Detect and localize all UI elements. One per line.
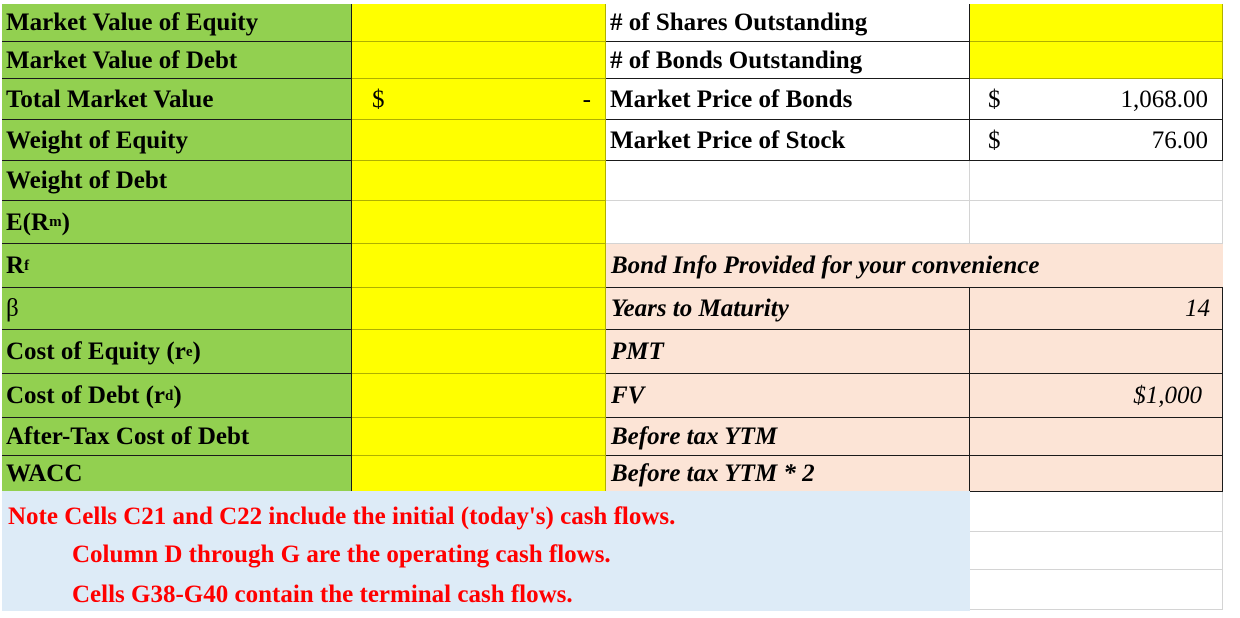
note-line-3: Cells G38-G40 contain the terminal cash …	[72, 581, 573, 608]
label-market-value-equity: Market Value of Equity	[2, 4, 352, 42]
empty-cell[interactable]	[970, 161, 1223, 201]
bond-info-heading: Bond Info Provided for your convenience	[606, 244, 1223, 288]
label-before-tax-ytm-times-2: Before tax YTM * 2	[606, 456, 970, 492]
total-market-value-amount: -	[582, 85, 591, 113]
label-cost-of-debt: Cost of Debt (r d)	[2, 374, 352, 418]
label-fv: FV	[606, 374, 970, 418]
empty-cell[interactable]	[970, 532, 1223, 570]
input-beta[interactable]	[352, 288, 606, 330]
empty-cell[interactable]	[606, 161, 970, 201]
label-text: Cost of Equity (r	[6, 338, 186, 365]
note-line-2: Column D through G are the operating cas…	[72, 541, 611, 568]
input-before-tax-ytm-times-2[interactable]	[970, 456, 1223, 492]
input-cost-of-debt[interactable]	[352, 374, 606, 418]
label-weight-equity: Weight of Equity	[2, 120, 352, 161]
note-line-1: Note Cells C21 and C22 include the initi…	[8, 503, 676, 530]
input-expected-market-return[interactable]	[352, 201, 606, 244]
label-market-price-stock: Market Price of Stock	[606, 120, 970, 161]
market-price-stock-amount: 76.00	[1151, 126, 1208, 154]
label-market-value-debt: Market Value of Debt	[2, 42, 352, 79]
currency-symbol: $	[988, 85, 1001, 113]
empty-cell[interactable]	[606, 201, 970, 244]
input-wacc[interactable]	[352, 456, 606, 492]
label-text-after: )	[192, 338, 201, 365]
label-text: R	[6, 252, 25, 279]
input-weight-debt[interactable]	[352, 161, 606, 201]
market-price-bonds-amount: 1,068.00	[1120, 85, 1209, 113]
label-bonds-outstanding: # of Bonds Outstanding	[606, 42, 970, 79]
input-cost-of-equity[interactable]	[352, 330, 606, 374]
label-cost-of-equity: Cost of Equity (r e)	[2, 330, 352, 374]
label-text-after: )	[173, 382, 182, 409]
value-market-price-stock[interactable]: $ 76.00	[970, 120, 1223, 161]
label-market-price-bonds: Market Price of Bonds	[606, 79, 970, 120]
input-market-value-equity[interactable]	[352, 4, 606, 42]
label-before-tax-ytm: Before tax YTM	[606, 418, 970, 456]
value-fv[interactable]: $1,000	[970, 374, 1223, 418]
note-box	[2, 491, 970, 611]
input-after-tax-cost-of-debt[interactable]	[352, 418, 606, 456]
input-bonds-outstanding[interactable]	[970, 42, 1223, 79]
label-text: Cost of Debt (r	[6, 382, 165, 409]
input-weight-equity[interactable]	[352, 120, 606, 161]
label-expected-market-return: E(R m)	[2, 201, 352, 244]
label-shares-outstanding: # of Shares Outstanding	[606, 4, 970, 42]
label-wacc: WACC	[2, 456, 352, 492]
input-market-value-debt[interactable]	[352, 42, 606, 79]
input-risk-free-rate[interactable]	[352, 244, 606, 288]
label-text: E(R	[6, 208, 50, 236]
input-total-market-value[interactable]: $ -	[352, 79, 606, 120]
currency-symbol: $	[372, 85, 385, 113]
value-market-price-bonds[interactable]: $ 1,068.00	[970, 79, 1223, 120]
label-after-tax-cost-of-debt: After-Tax Cost of Debt	[2, 418, 352, 456]
label-beta: β	[2, 288, 352, 330]
input-shares-outstanding[interactable]	[970, 4, 1223, 42]
value-years-to-maturity[interactable]: 14	[970, 288, 1223, 330]
input-pmt[interactable]	[970, 330, 1223, 374]
label-weight-debt: Weight of Debt	[2, 161, 352, 201]
empty-cell[interactable]	[970, 492, 1223, 532]
label-total-market-value: Total Market Value	[2, 79, 352, 120]
label-years-to-maturity: Years to Maturity	[606, 288, 970, 330]
input-before-tax-ytm[interactable]	[970, 418, 1223, 456]
empty-cell[interactable]	[970, 570, 1223, 610]
label-pmt: PMT	[606, 330, 970, 374]
label-text-after: )	[61, 208, 70, 236]
empty-cell[interactable]	[970, 201, 1223, 244]
currency-symbol: $	[988, 126, 1001, 154]
